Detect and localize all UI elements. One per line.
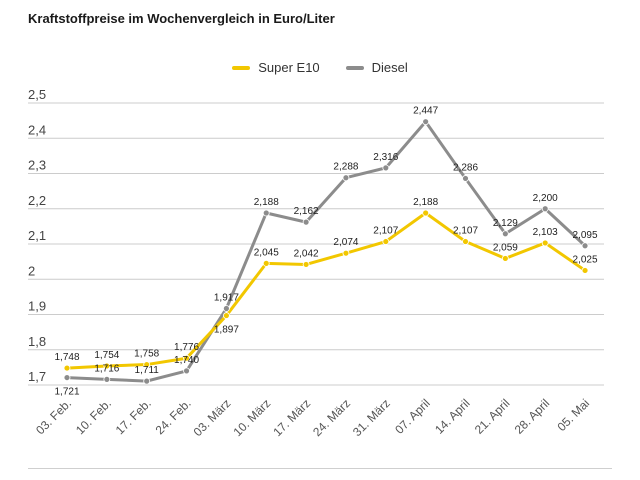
x-tick-label: 03. März <box>191 396 234 439</box>
data-point <box>183 354 190 362</box>
data-point <box>541 239 549 247</box>
data-point <box>262 209 270 217</box>
data-point <box>183 367 190 375</box>
data-point <box>541 205 549 213</box>
x-tick-label: 17. Feb. <box>113 396 154 437</box>
data-point <box>302 218 310 226</box>
x-tick-label: 31. März <box>350 396 393 439</box>
data-label: 2,129 <box>493 218 518 229</box>
x-tick-label: 24. Feb. <box>153 396 194 437</box>
data-point <box>302 261 310 268</box>
y-tick-label: 2 <box>28 263 35 278</box>
data-label: 2,045 <box>254 247 279 258</box>
data-point <box>382 164 390 172</box>
data-label: 2,188 <box>413 197 438 208</box>
data-label: 1,754 <box>94 350 119 361</box>
legend-item-super-e10: Super E10 <box>232 60 320 75</box>
data-label: 2,107 <box>373 226 398 237</box>
y-tick-label: 2,2 <box>28 193 46 208</box>
data-label: 1,740 <box>174 355 199 366</box>
legend-swatch-diesel <box>345 65 364 70</box>
data-label: 2,074 <box>333 237 358 248</box>
legend-swatch-super-e10 <box>232 65 251 70</box>
x-tick-label: 21. April <box>472 396 513 437</box>
x-tick-label: 10. März <box>230 396 273 439</box>
data-point <box>581 242 589 250</box>
legend-item-diesel: Diesel <box>345 60 408 75</box>
x-tick-label: 07. April <box>392 396 433 437</box>
data-label: 2,316 <box>373 152 398 163</box>
data-label: 2,288 <box>333 162 358 173</box>
data-label: 2,200 <box>533 193 558 204</box>
data-label: 2,042 <box>294 248 319 259</box>
data-point <box>63 374 71 381</box>
x-tick-label: 24. März <box>310 396 353 439</box>
data-label: 2,095 <box>573 230 598 241</box>
data-point <box>422 118 430 126</box>
data-label: 1,711 <box>135 365 160 376</box>
legend-label-super-e10: Super E10 <box>258 60 320 75</box>
data-point <box>462 238 469 245</box>
x-tick-label: 03. Feb. <box>33 396 74 437</box>
data-label: 2,188 <box>254 197 279 208</box>
series-line <box>65 120 587 383</box>
data-label: 2,059 <box>493 242 518 253</box>
bottom-rule <box>28 468 612 469</box>
legend: Super E10 Diesel <box>0 60 640 75</box>
data-point <box>143 377 151 385</box>
data-label: 1,748 <box>54 352 79 363</box>
y-tick-label: 2,1 <box>28 228 46 243</box>
x-tick-label: 05. Mai <box>554 396 592 434</box>
data-label: 1,721 <box>54 387 79 398</box>
data-label: 2,447 <box>413 106 438 117</box>
data-label: 1,776 <box>174 342 199 353</box>
data-label: 1,758 <box>134 349 159 360</box>
data-point <box>501 230 509 238</box>
data-point <box>63 364 71 372</box>
y-tick-label: 1,9 <box>28 299 46 314</box>
data-label: 2,025 <box>573 254 598 265</box>
y-tick-label: 1,7 <box>28 369 46 384</box>
data-label: 2,162 <box>294 206 319 217</box>
data-point <box>501 255 509 262</box>
data-point <box>382 238 390 245</box>
data-point <box>342 249 350 257</box>
data-point <box>422 209 430 217</box>
data-label: 2,103 <box>533 227 558 238</box>
data-label: 2,107 <box>453 226 478 237</box>
data-point <box>143 361 151 368</box>
data-point <box>581 267 589 274</box>
data-point <box>262 259 270 267</box>
y-tick-label: 1,8 <box>28 334 46 349</box>
data-label: 1,917 <box>214 293 239 304</box>
series-line <box>65 211 587 370</box>
data-point <box>342 174 350 182</box>
data-label: 1,897 <box>214 325 239 336</box>
x-tick-label: 10. Feb. <box>73 396 114 437</box>
data-point <box>222 312 230 319</box>
y-tick-label: 2,5 <box>28 87 46 102</box>
x-tick-label: 17. März <box>270 396 313 439</box>
data-label: 2,286 <box>453 162 478 173</box>
data-point <box>103 362 111 370</box>
legend-label-diesel: Diesel <box>371 60 408 75</box>
data-point <box>222 305 230 312</box>
data-point <box>103 375 111 383</box>
y-tick-label: 2,3 <box>28 158 46 173</box>
chart-title: Kraftstoffpreise im Wochenvergleich in E… <box>28 11 335 26</box>
x-tick-label: 28. April <box>512 396 553 437</box>
x-tick-label: 14. April <box>432 396 473 437</box>
data-point <box>462 175 469 182</box>
data-label: 1,716 <box>94 363 119 374</box>
y-tick-label: 2,4 <box>28 122 46 137</box>
